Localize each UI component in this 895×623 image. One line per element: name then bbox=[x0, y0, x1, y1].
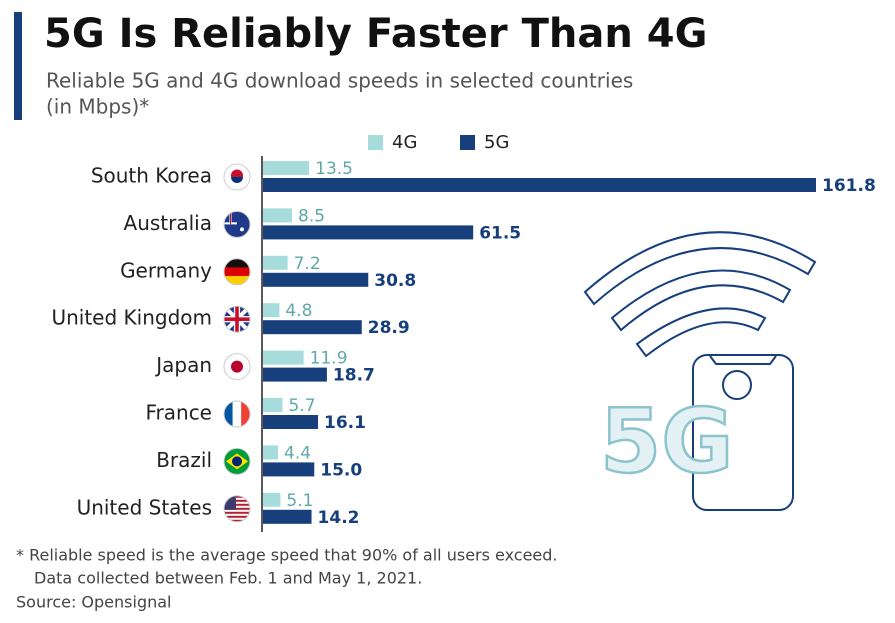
chart-title: 5G Is Reliably Faster Than 4G bbox=[44, 11, 707, 57]
flag-part bbox=[224, 511, 250, 514]
flag-border bbox=[223, 210, 251, 238]
flag-part bbox=[224, 499, 250, 502]
value-label: 14.2 bbox=[318, 508, 360, 528]
legend-swatch bbox=[368, 135, 383, 150]
value-label: 7.2 bbox=[294, 254, 321, 274]
bar bbox=[263, 445, 279, 460]
subtitle: (in Mbps)* bbox=[46, 95, 149, 119]
illustration-text: 5G bbox=[600, 390, 733, 493]
flag-part bbox=[232, 401, 242, 427]
flag-part bbox=[224, 503, 250, 506]
flag bbox=[224, 353, 250, 380]
flag-border bbox=[223, 353, 251, 381]
value-label: 18.7 bbox=[333, 366, 375, 386]
category-label: Brazil bbox=[156, 448, 212, 472]
subtitle: Reliable 5G and 4G download speeds in se… bbox=[46, 69, 633, 93]
footnote: Data collected between Feb. 1 and May 1,… bbox=[34, 569, 422, 588]
value-label: 28.9 bbox=[368, 318, 410, 338]
category-label: Germany bbox=[120, 258, 212, 282]
illustration bbox=[583, 231, 817, 511]
value-label: 5.1 bbox=[286, 491, 313, 511]
flag-part bbox=[224, 515, 250, 518]
flag bbox=[224, 495, 250, 522]
flag bbox=[224, 258, 250, 285]
flag bbox=[224, 401, 250, 427]
bar bbox=[263, 320, 362, 335]
flag-border bbox=[223, 447, 251, 475]
category-label: South Korea bbox=[91, 164, 212, 188]
flag-part bbox=[224, 495, 236, 510]
flag-part bbox=[224, 401, 233, 427]
bar bbox=[263, 398, 283, 412]
value-label: 13.5 bbox=[315, 159, 353, 179]
flag-part bbox=[241, 401, 250, 427]
bar bbox=[263, 272, 369, 287]
flag-part bbox=[224, 507, 250, 510]
flag-part bbox=[231, 360, 243, 373]
value-label: 11.9 bbox=[310, 349, 348, 369]
legend-swatch bbox=[460, 135, 475, 150]
flag bbox=[224, 211, 250, 238]
value-label: 16.1 bbox=[324, 413, 366, 433]
bar bbox=[263, 367, 327, 382]
bar bbox=[263, 509, 312, 524]
bar bbox=[263, 415, 319, 429]
flag-part bbox=[224, 258, 250, 268]
flag-part bbox=[224, 275, 250, 285]
value-label: 8.5 bbox=[298, 206, 325, 226]
flag-part bbox=[235, 306, 239, 333]
category-label: France bbox=[145, 401, 212, 425]
value-label: 5.7 bbox=[288, 396, 315, 416]
flag-part bbox=[231, 177, 243, 183]
flag-part bbox=[229, 211, 232, 225]
bar bbox=[263, 208, 293, 223]
value-label: 161.8 bbox=[822, 176, 876, 196]
bar bbox=[263, 492, 281, 507]
value-label: 15.0 bbox=[320, 460, 362, 480]
flag bbox=[224, 448, 250, 475]
value-label: 4.8 bbox=[285, 301, 312, 321]
value-label: 30.8 bbox=[374, 271, 416, 291]
flag-border bbox=[223, 305, 251, 333]
flag-part bbox=[224, 495, 250, 498]
bar bbox=[263, 178, 816, 192]
category-label: United Kingdom bbox=[51, 306, 212, 330]
bar bbox=[263, 225, 474, 240]
bar bbox=[263, 462, 315, 477]
flag-border bbox=[223, 163, 251, 191]
flag bbox=[224, 306, 250, 333]
title-accent bbox=[14, 12, 22, 120]
flag-part bbox=[232, 456, 242, 467]
category-label: Australia bbox=[124, 211, 212, 235]
bar bbox=[263, 303, 280, 318]
footnote: * Reliable speed is the average speed th… bbox=[16, 546, 558, 565]
category-label: United States bbox=[77, 495, 212, 519]
flag-part bbox=[224, 267, 250, 277]
bar bbox=[263, 350, 304, 365]
source: Source: Opensignal bbox=[16, 593, 172, 612]
value-label: 61.5 bbox=[479, 223, 521, 243]
legend-label: 4G bbox=[392, 132, 417, 153]
flag-part bbox=[224, 519, 250, 522]
flag-border bbox=[223, 258, 251, 286]
flag-part bbox=[240, 227, 244, 232]
bar bbox=[263, 255, 288, 270]
category-label: Japan bbox=[154, 353, 212, 377]
flag-border bbox=[223, 400, 251, 428]
flag bbox=[224, 164, 250, 190]
value-label: 4.4 bbox=[284, 443, 311, 463]
flag-border bbox=[223, 495, 251, 523]
bar bbox=[263, 161, 310, 175]
legend-label: 5G bbox=[484, 132, 509, 153]
